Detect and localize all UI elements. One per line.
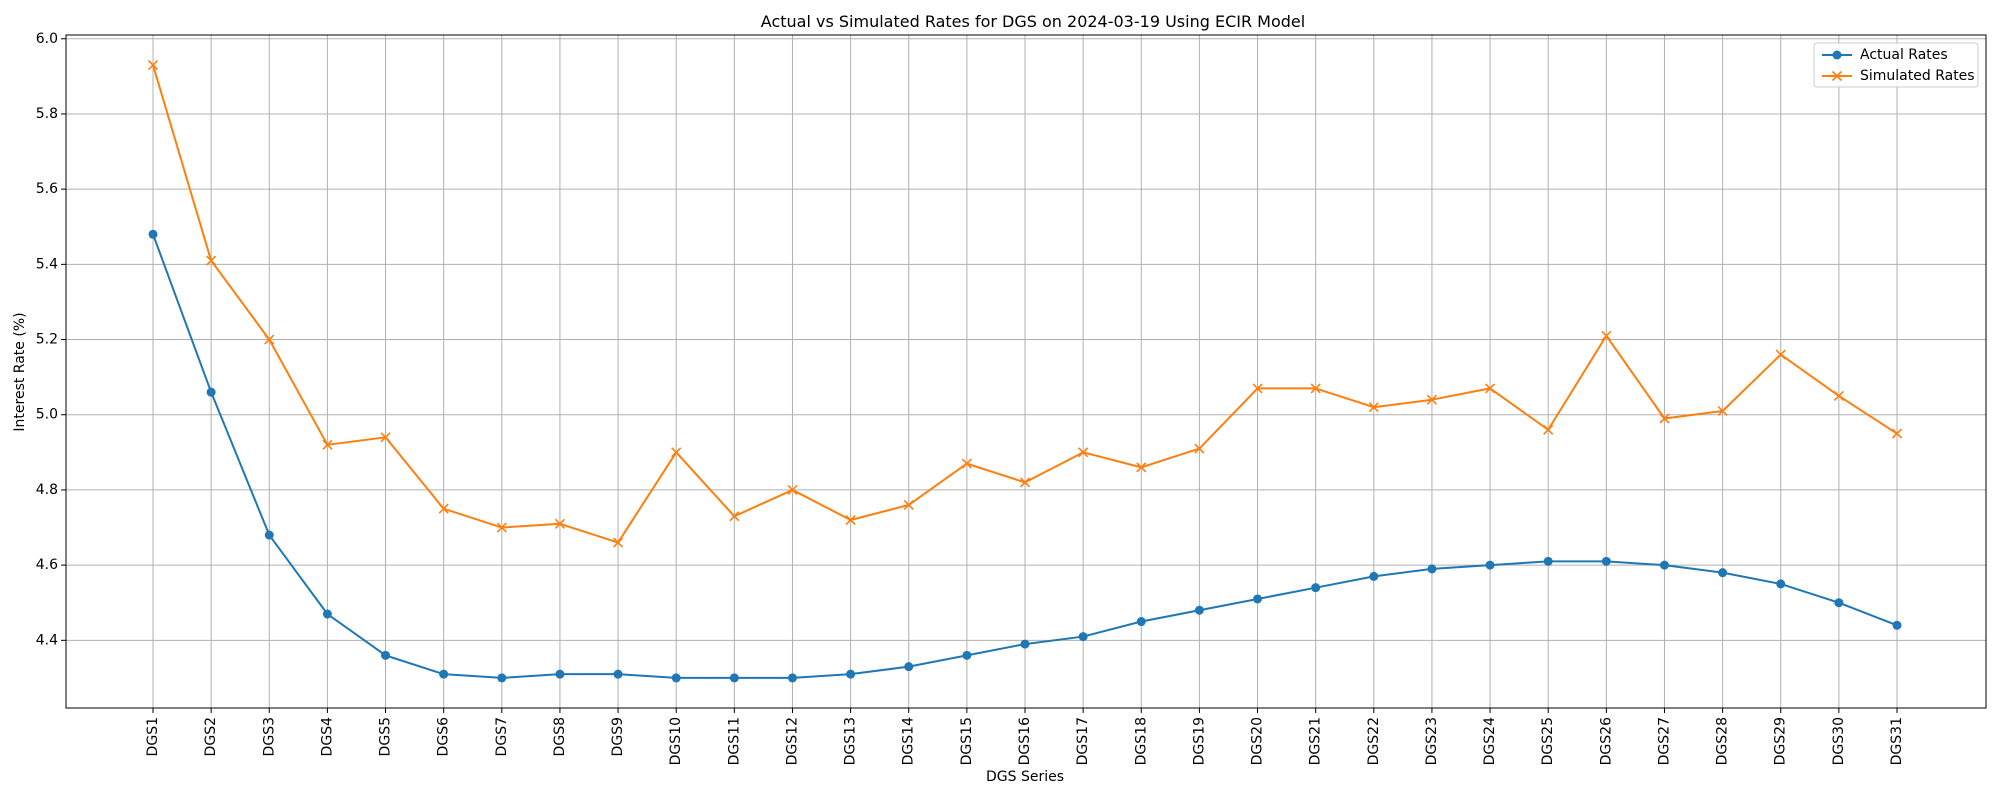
data-point: [439, 670, 448, 679]
data-point: [846, 670, 855, 679]
data-point: [1137, 617, 1146, 626]
data-point: [1544, 557, 1553, 566]
y-tick-label: 6.0: [36, 31, 58, 47]
y-tick-label: 5.4: [36, 256, 58, 272]
data-point: [1776, 579, 1785, 588]
x-tick-label: DGS10: [668, 717, 684, 765]
x-tick-label: DGS30: [1831, 717, 1847, 765]
data-point: [730, 673, 739, 682]
x-tick-label: DGS26: [1598, 717, 1614, 765]
y-tick-label: 4.8: [36, 482, 58, 498]
x-tick-label: DGS21: [1308, 717, 1324, 765]
data-point: [1427, 564, 1436, 573]
x-tick-label: DGS25: [1540, 717, 1556, 765]
y-tick-label: 4.4: [36, 632, 58, 648]
data-point: [1195, 606, 1204, 615]
legend-label: Actual Rates: [1860, 47, 1948, 63]
data-point: [1021, 640, 1030, 649]
x-tick-label: DGS9: [610, 717, 626, 756]
x-tick-label: DGS29: [1773, 717, 1789, 765]
data-point: [265, 531, 274, 540]
data-point: [1079, 632, 1088, 641]
x-tick-label: DGS19: [1191, 717, 1207, 765]
data-point: [323, 610, 332, 619]
data-point: [1602, 557, 1611, 566]
x-tick-label: DGS1: [145, 717, 161, 756]
x-tick-label: DGS5: [378, 717, 394, 756]
y-axis-label: Interest Rate (%): [12, 312, 28, 431]
x-tick-label: DGS13: [843, 717, 859, 765]
data-point: [555, 670, 564, 679]
x-tick-label: DGS2: [203, 717, 219, 756]
data-point: [1253, 594, 1262, 603]
x-tick-label: DGS12: [784, 717, 800, 765]
x-tick-label: DGS17: [1075, 717, 1091, 765]
x-tick-label: DGS22: [1366, 717, 1382, 765]
data-point: [1486, 561, 1495, 570]
x-tick-label: DGS8: [552, 717, 568, 756]
y-tick-label: 4.6: [36, 557, 58, 573]
y-tick-label: 5.0: [36, 407, 58, 423]
x-tick-label: DGS7: [494, 717, 510, 756]
chart-title: Actual vs Simulated Rates for DGS on 202…: [761, 12, 1305, 31]
x-tick-label: DGS15: [959, 717, 975, 765]
data-point: [904, 662, 913, 671]
x-tick-label: DGS3: [261, 717, 277, 756]
data-point: [149, 230, 158, 239]
x-tick-label: DGS18: [1133, 717, 1149, 765]
y-tick-label: 5.2: [36, 332, 58, 348]
data-point: [1834, 598, 1843, 607]
x-tick-label: DGS4: [319, 717, 335, 757]
x-tick-label: DGS16: [1017, 717, 1033, 765]
x-tick-label: DGS6: [436, 717, 452, 757]
data-point: [962, 651, 971, 660]
x-tick-label: DGS14: [901, 717, 917, 765]
data-point: [497, 673, 506, 682]
data-point: [207, 388, 216, 397]
legend-label: Simulated Rates: [1860, 68, 1975, 84]
y-tick-label: 5.6: [36, 181, 58, 197]
data-point: [672, 673, 681, 682]
data-point: [1893, 621, 1902, 630]
x-tick-label: DGS27: [1656, 717, 1672, 765]
data-point: [1369, 572, 1378, 581]
legend-marker: [1833, 51, 1842, 60]
data-point: [788, 673, 797, 682]
data-point: [381, 651, 390, 660]
data-point: [1660, 561, 1669, 570]
x-tick-label: DGS20: [1250, 717, 1266, 765]
x-tick-label: DGS11: [726, 717, 742, 765]
x-tick-label: DGS23: [1424, 717, 1440, 765]
x-axis-label: DGS Series: [986, 769, 1064, 785]
legend: Actual Rates Simulated Rates: [1814, 43, 1978, 87]
x-tick-label: DGS31: [1889, 717, 1905, 765]
data-point: [1718, 568, 1727, 577]
data-point: [614, 670, 623, 679]
x-tick-label: DGS28: [1715, 717, 1731, 765]
data-point: [1311, 583, 1320, 592]
y-tick-label: 5.8: [36, 106, 58, 122]
x-tick-label: DGS24: [1482, 717, 1498, 765]
